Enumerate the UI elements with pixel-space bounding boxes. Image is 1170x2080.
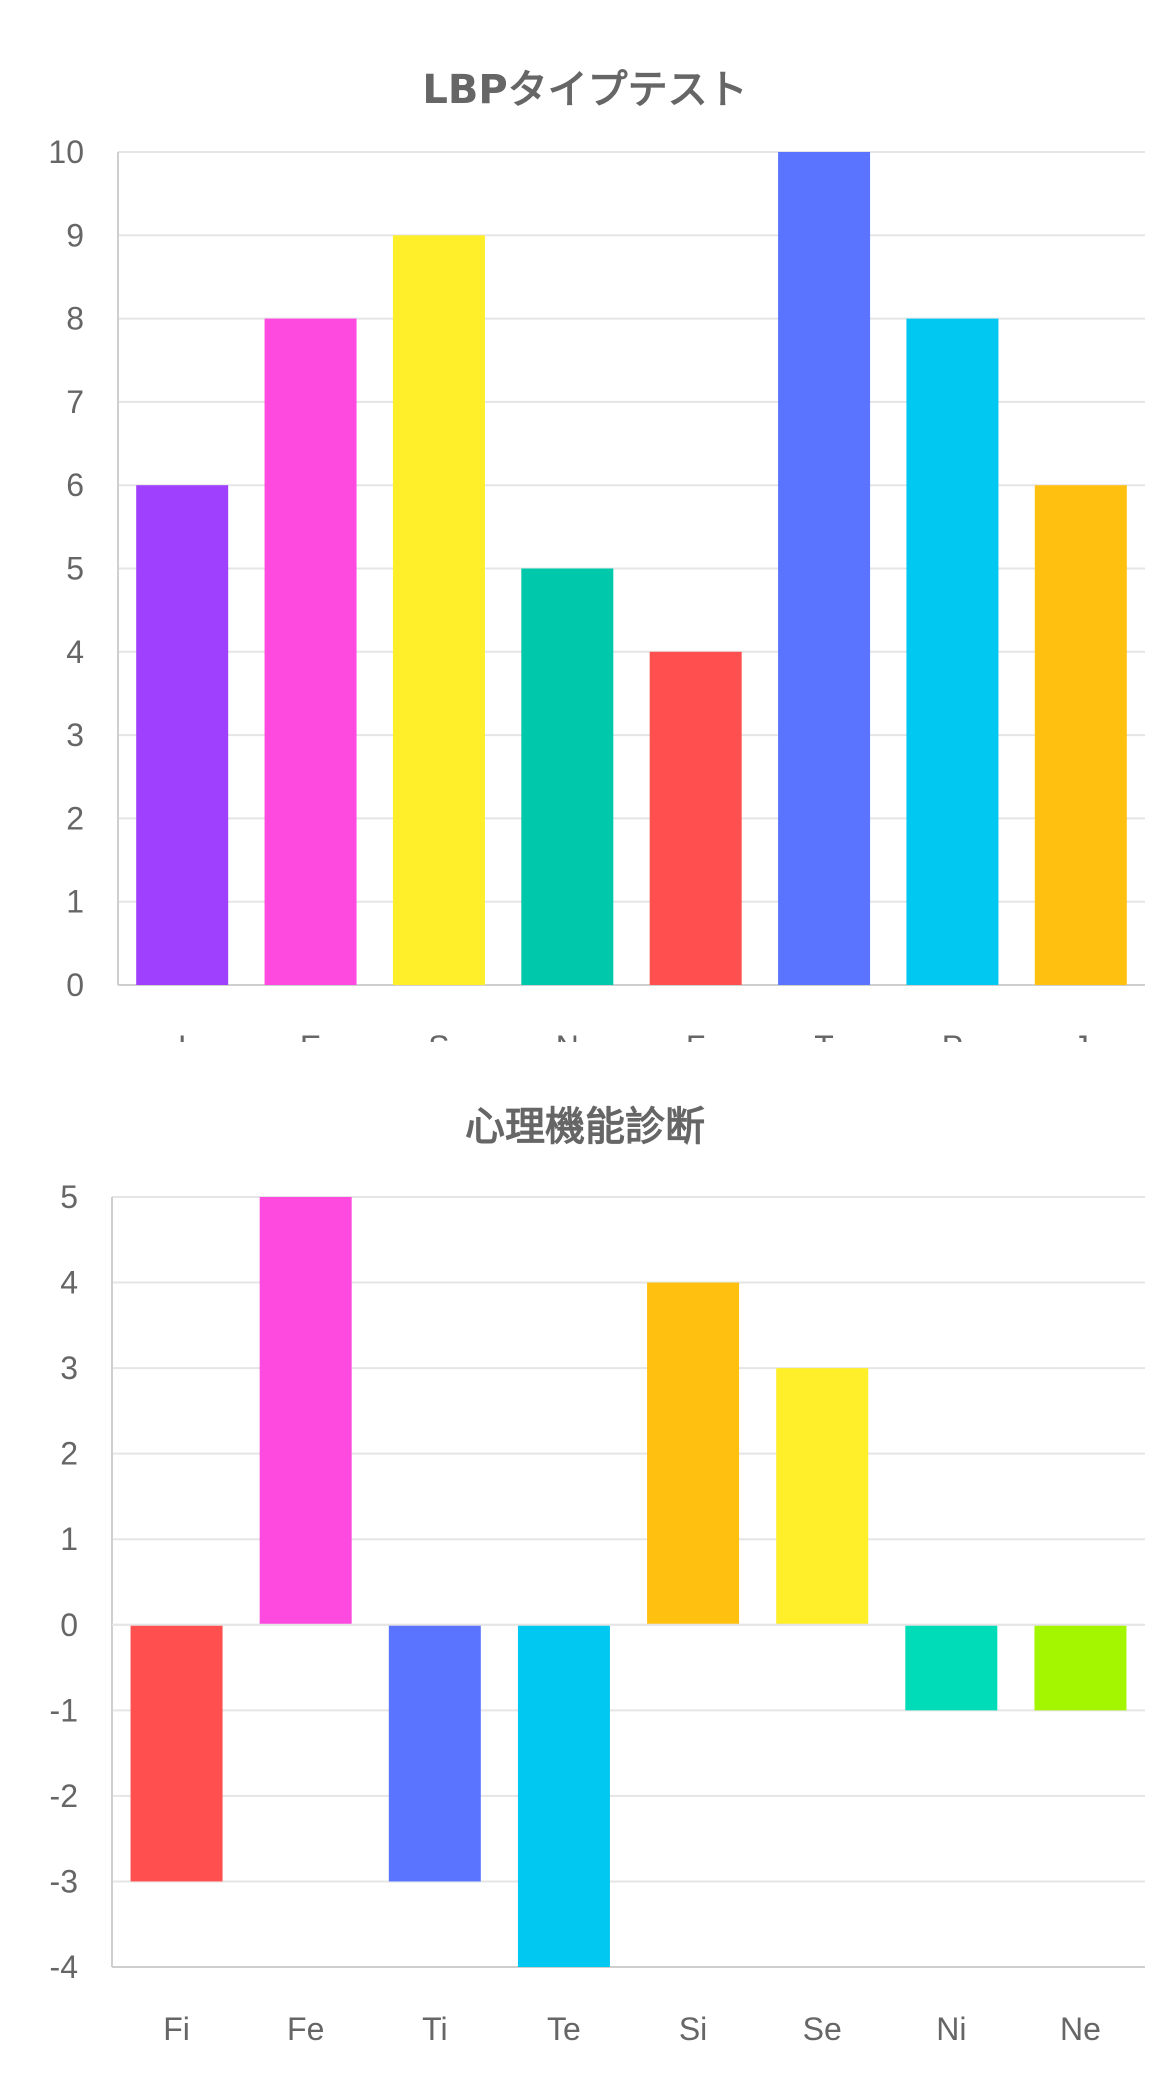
- x-tick-label: Se: [803, 2011, 842, 2047]
- x-tick-label: E: [300, 1029, 321, 1060]
- y-tick-label: 7: [66, 384, 84, 420]
- chart-body: LBPタイプテスト 0 1 2 3 4 5 6 7 8 9 10 I E S N F T P J: [48, 67, 1145, 1060]
- lbp-type-test-chart: LBPタイプテスト 0 1 2 3 4 5 6 7 8 9 10 I E S N F T P J: [48, 67, 1145, 1060]
- y-tick-label: 10: [48, 134, 84, 170]
- chart-body: 心理機能診断 -4 -3 -2 -1 0 1 2 3 4 5 Fi Fe Ti Te Si Se Ni Ne: [50, 1104, 1145, 2047]
- y-tick-label: 5: [66, 551, 84, 587]
- y-tick-label: -4: [50, 1949, 78, 1985]
- bar-e: [264, 318, 357, 986]
- bar-i: [136, 485, 229, 985]
- chart-title: 心理機能診断: [465, 1104, 705, 1150]
- y-tick-label: 1: [60, 1521, 78, 1557]
- x-tick-label: T: [814, 1029, 834, 1060]
- x-tick-label: Ne: [1060, 2011, 1101, 2047]
- y-tick-label: 0: [60, 1607, 78, 1643]
- x-tick-label: Fe: [287, 2011, 324, 2047]
- y-tick-label: 1: [66, 884, 84, 920]
- bar-t: [778, 152, 871, 985]
- x-tick-label: Ti: [422, 2011, 447, 2047]
- bar-f: [649, 651, 742, 985]
- bar-te: [517, 1624, 610, 1967]
- y-tick-label: -3: [50, 1863, 78, 1899]
- x-tick-label: Fi: [163, 2011, 190, 2047]
- y-tick-label: 3: [60, 1350, 78, 1386]
- y-tick-label: 6: [66, 467, 84, 503]
- bar-s: [392, 235, 485, 986]
- x-tick-label: Si: [679, 2011, 707, 2047]
- x-tick-label: P: [942, 1029, 963, 1060]
- x-tick-label: F: [686, 1029, 706, 1060]
- bar-p: [906, 318, 999, 986]
- x-tick-label: Te: [547, 2011, 581, 2047]
- bar-ni: [905, 1624, 998, 1711]
- cognitive-function-chart: 心理機能診断 -4 -3 -2 -1 0 1 2 3 4 5 Fi Fe Ti Te Si Se Ni Ne: [50, 1104, 1145, 2047]
- y-tick-label: 5: [60, 1179, 78, 1215]
- y-tick-label: 2: [60, 1436, 78, 1472]
- bar-ne: [1034, 1624, 1127, 1711]
- y-tick-label: 4: [66, 634, 84, 670]
- x-tick-label: N: [556, 1029, 579, 1060]
- bar-si: [647, 1282, 740, 1625]
- bar-se: [776, 1368, 869, 1625]
- y-tick-label: -1: [50, 1692, 78, 1728]
- x-tick-label: I: [178, 1029, 187, 1060]
- y-tick-label: 8: [66, 301, 84, 337]
- y-tick-label: 4: [60, 1265, 78, 1301]
- y-tick-label: 3: [66, 717, 84, 753]
- x-tick-label: S: [428, 1029, 449, 1060]
- x-tick-label: Ni: [936, 2011, 966, 2047]
- chart-title: LBPタイプテスト: [422, 67, 747, 113]
- bar-j: [1034, 485, 1127, 985]
- bar-ti: [388, 1624, 481, 1882]
- x-tick-label: J: [1073, 1029, 1089, 1060]
- bar-fi: [130, 1624, 223, 1882]
- y-tick-label: 0: [66, 967, 84, 1003]
- y-tick-label: 2: [66, 800, 84, 836]
- bar-fe: [259, 1197, 352, 1625]
- y-tick-label: 9: [66, 217, 84, 253]
- bar-n: [521, 568, 614, 985]
- y-tick-label: -2: [50, 1778, 78, 1814]
